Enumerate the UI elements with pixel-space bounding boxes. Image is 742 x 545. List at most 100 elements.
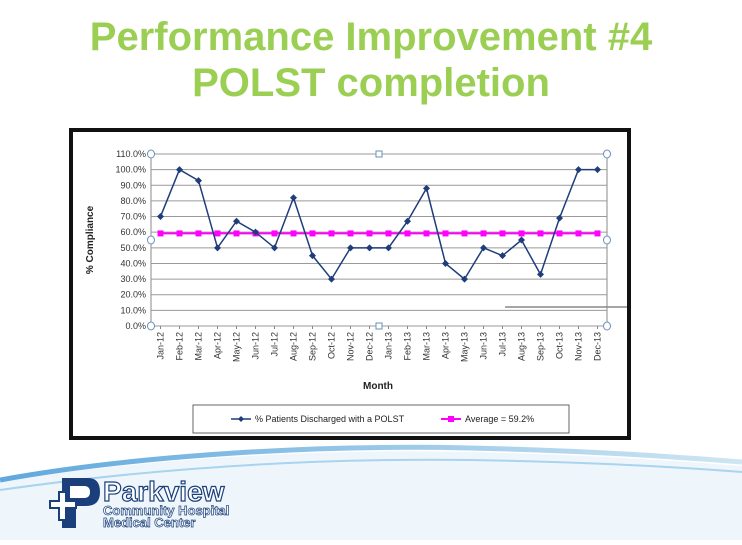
polst-point [328, 275, 335, 283]
average-point [271, 230, 278, 237]
footer-graphic: Parkview Community Hospital Medical Cent… [0, 444, 742, 540]
x-tick-label: Sep-13 [536, 332, 546, 361]
x-tick-label: Feb-12 [175, 332, 185, 361]
legend-label-polst: % Patients Discharged with a POLST [255, 414, 405, 424]
polst-point [385, 244, 392, 252]
selection-handle [603, 149, 611, 159]
polst-point [556, 214, 563, 222]
average-point [366, 230, 373, 237]
x-tick-label: May-13 [460, 332, 470, 362]
average-point [214, 230, 221, 237]
x-tick-label: Mar-13 [422, 332, 432, 361]
average-point [499, 230, 506, 237]
logo-name: Parkview [103, 476, 225, 507]
x-tick-label: Jan-13 [384, 332, 394, 360]
selection-handle [603, 321, 611, 331]
slide-title-line2: POLST completion [192, 61, 550, 105]
x-tick-label: Jul-13 [498, 332, 508, 357]
y-tick-label: 90.0% [120, 180, 146, 190]
x-tick-label: Oct-12 [327, 332, 337, 359]
legend-label-average: Average = 59.2% [465, 414, 534, 424]
selection-handle [375, 150, 383, 158]
legend-marker-average [448, 416, 454, 422]
polst-point [290, 194, 297, 202]
x-tick-label: Apr-13 [441, 332, 451, 359]
chart-frame: 0.0% 10.0% 20.0% 30.0% 40.0% 50.0% 60.0% 70.0% 8… [69, 128, 631, 440]
average-point [404, 230, 411, 237]
selection-handle [147, 235, 155, 245]
plot-area [150, 153, 608, 327]
polst-point [176, 166, 183, 174]
average-point [233, 230, 240, 237]
y-tick-label: 30.0% [120, 274, 146, 284]
selection-handle [375, 322, 383, 330]
y-tick-label: 50.0% [120, 243, 146, 253]
x-tick-label: Apr-12 [213, 332, 223, 359]
polst-point [271, 244, 278, 252]
x-tick-label: Oct-13 [555, 332, 565, 359]
logo-line2: Community Hospital [103, 503, 229, 518]
slide-title-line1: Performance Improvement #4 [89, 15, 653, 59]
polst-point [252, 228, 259, 236]
x-tick-label: Mar-12 [194, 332, 204, 361]
x-tick-label: May-12 [232, 332, 242, 362]
x-tick-label: Nov-12 [346, 332, 356, 361]
average-point [518, 230, 525, 237]
average-point [556, 230, 563, 237]
average-point [347, 230, 354, 237]
y-tick-label: 70.0% [120, 212, 146, 222]
x-tick-label: Dec-13 [593, 332, 603, 361]
footer-wave-stripe [0, 444, 742, 483]
polst-point [499, 252, 506, 260]
polst-point [518, 236, 525, 244]
x-axis-label: Month [363, 381, 393, 392]
y-tick-label: 60.0% [120, 227, 146, 237]
polst-point [461, 275, 468, 283]
average-point [157, 230, 164, 237]
parkview-logo: Parkview Community Hospital Medical Cent… [49, 475, 230, 530]
polst-point [442, 259, 449, 267]
series-line-polst [159, 168, 598, 281]
y-tick-label: 100.0% [115, 165, 146, 175]
average-point [176, 230, 183, 237]
x-tick-label: Feb-13 [403, 332, 413, 361]
selection-handle [147, 321, 155, 331]
y-tick-label: 40.0% [120, 258, 146, 268]
average-point [594, 230, 601, 237]
average-point [461, 230, 468, 237]
y-tick-label: 80.0% [120, 196, 146, 206]
polst-point [195, 177, 202, 185]
selection-handle [147, 149, 155, 159]
x-tick-label: Jun-12 [251, 332, 261, 360]
polst-point [594, 166, 601, 174]
polst-point [309, 252, 316, 260]
average-point [195, 230, 202, 237]
polst-point [423, 184, 430, 192]
chart-area: 0.0% 10.0% 20.0% 30.0% 40.0% 50.0% 60.0% 70.0% 8… [73, 132, 627, 436]
polst-point [404, 217, 411, 225]
average-point [480, 230, 487, 237]
average-point [385, 230, 392, 237]
average-point [423, 230, 430, 237]
x-tick-label: Aug-13 [517, 332, 527, 361]
polst-point [233, 217, 240, 225]
polst-point [366, 244, 373, 252]
polst-point [347, 244, 354, 252]
selection-handle [603, 235, 611, 245]
y-tick-label: 10.0% [120, 305, 146, 315]
y-axis-label: % Compliance [85, 205, 96, 274]
polst-point [575, 166, 582, 174]
average-point [309, 230, 316, 237]
y-tick-label: 110.0% [116, 149, 146, 159]
y-tick-label: 0.0% [125, 321, 146, 331]
logo-line3: Medical Center [103, 515, 195, 530]
x-tick-label: Jul-12 [270, 332, 280, 357]
polst-point [480, 244, 487, 252]
average-point [328, 230, 335, 237]
x-tick-label: Dec-12 [365, 332, 375, 361]
footer-wave-stripe-2 [0, 458, 742, 491]
x-tick-label: Aug-12 [289, 332, 299, 361]
slide-title: Performance Improvement #4 POLST complet… [0, 14, 742, 106]
x-tick-label: Sep-12 [308, 332, 318, 361]
legend-box [192, 404, 570, 434]
